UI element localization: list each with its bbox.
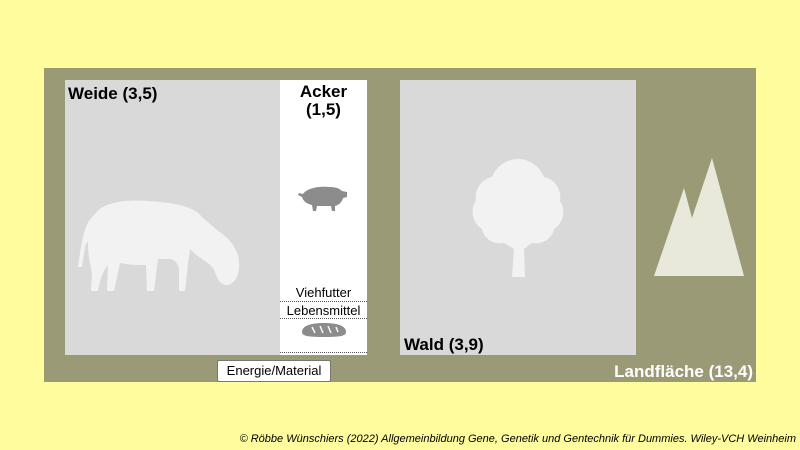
wald-label: Wald (3,9)	[404, 335, 484, 354]
divider-lebensmittel	[280, 318, 367, 319]
bread-icon	[302, 323, 346, 337]
viehfutter-label: Viehfutter	[295, 285, 352, 300]
acker-label: Acker (1,5)	[280, 83, 367, 119]
acker-label-value: (1,5)	[306, 100, 341, 119]
tree-icon	[472, 159, 564, 277]
credit-text: © Röbbe Wünschiers (2022) Allgemeinbildu…	[239, 433, 796, 445]
pig-icon	[298, 186, 347, 211]
landflaeche-label: Landfläche (13,4)	[614, 362, 753, 381]
acker-area	[280, 80, 367, 355]
weide-label: Weide (3,5)	[68, 84, 158, 103]
divider-energie	[280, 352, 367, 353]
cow-icon	[78, 200, 240, 291]
mountain-icon	[654, 158, 744, 276]
acker-label-name: Acker	[299, 82, 348, 101]
energie-material-callout: Energie/Material	[217, 360, 331, 382]
lebensmittel-label: Lebensmittel	[286, 303, 361, 318]
divider-viehfutter	[280, 301, 367, 302]
